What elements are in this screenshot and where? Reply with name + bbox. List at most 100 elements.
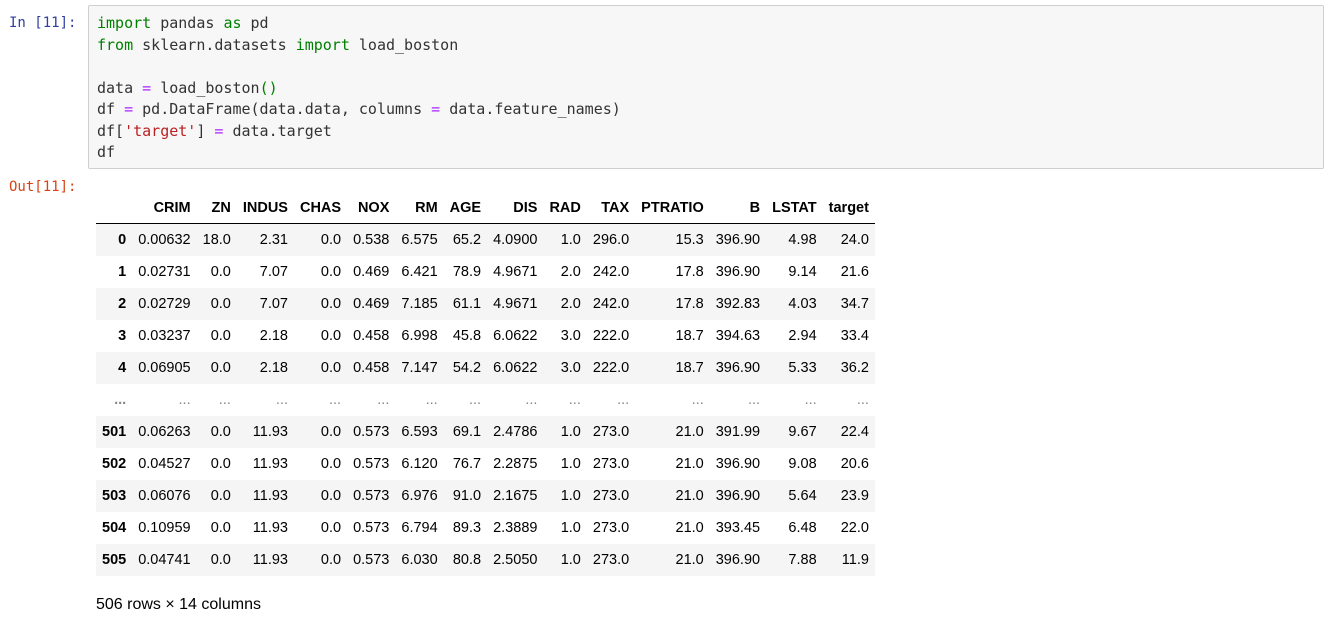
table-cell: 0.06263 <box>138 424 191 440</box>
table-cell: 21.6 <box>840 264 869 280</box>
table-cell: 396.90 <box>715 360 761 376</box>
table-cell: 0.0 <box>210 488 231 504</box>
column-header: NOX <box>347 193 396 224</box>
table-cell: ... <box>804 392 817 408</box>
row-index: 505 <box>102 552 127 568</box>
table-cell: 6.593 <box>401 424 438 440</box>
index-header <box>96 193 133 224</box>
column-header: ZN <box>196 193 237 224</box>
table-cell: 2.0 <box>560 264 581 280</box>
table-row: 3 0.03237 0.0 2.18 0.0 0.458 6.998 45.8 6.0622 3.… <box>96 320 875 352</box>
table-cell: 0.0 <box>320 456 342 472</box>
row-index: 503 <box>102 488 127 504</box>
dataframe-table: CRIM ZN INDUS CHAS NOX RM AGE DIS RAD TAX PTRATIO B… <box>96 193 875 576</box>
table-cell: 0.0 <box>320 488 342 504</box>
table-cell: 11.93 <box>252 520 288 536</box>
table-cell: 11.93 <box>252 552 288 568</box>
table-cell: 0.03237 <box>138 328 191 344</box>
table-cell: 3.0 <box>560 328 581 344</box>
table-cell: 15.3 <box>675 232 704 248</box>
code-token: data <box>97 78 143 97</box>
table-cell: 24.0 <box>840 232 869 248</box>
table-cell: 6.998 <box>401 328 438 344</box>
table-cell: 89.3 <box>452 520 482 536</box>
row-index: 4 <box>118 360 127 376</box>
table-cell: 80.8 <box>452 552 482 568</box>
table-cell: 394.63 <box>715 328 761 344</box>
table-cell: 296.0 <box>592 232 630 248</box>
table-cell: 2.4786 <box>493 424 538 440</box>
code-token: df[ <box>97 121 125 140</box>
table-cell: 396.90 <box>715 456 761 472</box>
table-cell: 36.2 <box>840 360 869 376</box>
table-cell: 1.0 <box>560 520 581 536</box>
table-cell: ... <box>425 392 438 408</box>
table-cell: 2.94 <box>788 328 817 344</box>
table-cell: 2.2875 <box>493 456 538 472</box>
table-cell: 273.0 <box>592 520 630 536</box>
row-index: 502 <box>102 456 127 472</box>
table-cell: ... <box>617 392 630 408</box>
table-cell: 11.93 <box>252 424 288 440</box>
header-row: CRIM ZN INDUS CHAS NOX RM AGE DIS RAD TAX PTRATIO B… <box>96 193 875 224</box>
table-cell: 4.9671 <box>493 264 538 280</box>
table-cell: 2.18 <box>259 328 288 344</box>
table-cell: 6.421 <box>401 264 438 280</box>
table-cell: 61.1 <box>452 296 482 312</box>
table-cell: 18.0 <box>202 232 231 248</box>
code-token: data.feature_names) <box>440 100 621 118</box>
table-row: 4 0.06905 0.0 2.18 0.0 0.458 7.147 54.2 6.0622 3.… <box>96 352 875 384</box>
table-cell: 0.0 <box>210 456 231 472</box>
table-cell: 11.93 <box>252 456 288 472</box>
table-cell: ... <box>178 392 191 408</box>
operator: = <box>214 121 224 140</box>
table-cell: ... <box>469 392 482 408</box>
parentheses: () <box>259 78 278 97</box>
column-header: CHAS <box>293 193 348 224</box>
table-cell: ... <box>275 392 288 408</box>
table-cell: 0.10959 <box>138 520 191 536</box>
table-cell: ... <box>218 392 231 408</box>
table-cell: 6.48 <box>788 520 817 536</box>
table-cell: 0.458 <box>353 328 390 344</box>
column-header: target <box>822 193 875 224</box>
table-cell: 393.45 <box>715 520 761 536</box>
input-prompt: In [11]: <box>9 15 77 31</box>
table-cell: 9.14 <box>788 264 817 280</box>
table-cell: 21.0 <box>675 424 704 440</box>
table-cell: 4.0900 <box>493 232 538 248</box>
code-token: load_boston <box>349 35 459 54</box>
table-row: 502 0.04527 0.0 11.93 0.0 0.573 6.120 76.7 2.287… <box>96 448 875 480</box>
table-cell: 2.31 <box>259 232 288 248</box>
table-cell: 0.02731 <box>138 264 191 280</box>
table-cell: 396.90 <box>715 232 761 248</box>
table-cell: 0.0 <box>320 296 342 312</box>
table-cell: 396.90 <box>715 264 761 280</box>
table-cell: 6.575 <box>401 232 438 248</box>
code-token: ] <box>196 121 215 140</box>
table-cell: 2.0 <box>560 296 581 312</box>
table-cell: 273.0 <box>592 456 630 472</box>
table-cell: 396.90 <box>715 488 761 504</box>
column-header: AGE <box>443 193 488 224</box>
table-row: 501 0.06263 0.0 11.93 0.0 0.573 6.593 69.1 2.478… <box>96 416 875 448</box>
code-token: pd.DataFrame(data.data, columns <box>133 100 432 118</box>
table-cell: 4.9671 <box>493 296 538 312</box>
code-cell-editor[interactable]: import pandas as pd from sklearn.dataset… <box>88 5 1324 169</box>
table-cell: 0.573 <box>353 424 390 440</box>
code-token: load_boston <box>151 78 260 97</box>
column-header: TAX <box>586 193 636 224</box>
dataframe-shape-text: 506 rows × 14 columns <box>96 596 261 613</box>
table-cell: 2.1675 <box>493 488 538 504</box>
table-cell: 0.06905 <box>138 360 191 376</box>
table-cell: 273.0 <box>592 552 630 568</box>
table-cell: 11.9 <box>841 552 869 568</box>
table-cell: ... <box>377 392 390 408</box>
table-cell: 17.8 <box>675 264 704 280</box>
table-cell: 0.00632 <box>138 232 191 248</box>
table-cell: 21.0 <box>675 520 704 536</box>
table-cell: 11.93 <box>252 488 288 504</box>
table-cell: 0.02729 <box>138 296 191 312</box>
table-cell: 0.0 <box>320 232 342 248</box>
table-cell: 5.64 <box>788 488 817 504</box>
